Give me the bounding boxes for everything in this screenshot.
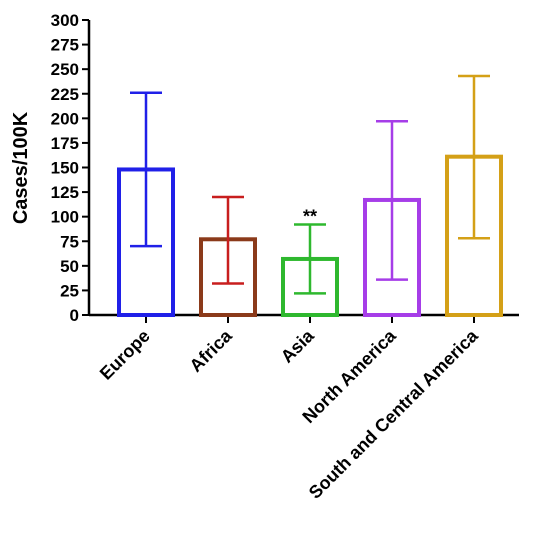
y-tick-label: 150: [51, 159, 79, 178]
y-tick-label: 175: [51, 134, 79, 153]
y-tick-label: 100: [51, 208, 79, 227]
y-tick-label: 25: [60, 281, 79, 300]
y-tick-label: 50: [60, 257, 79, 276]
error-bars: [130, 74, 490, 295]
y-tick-label: 0: [70, 306, 79, 325]
y-axis-title: Cases/100K: [10, 111, 32, 224]
x-tick-label: South and Central America: [305, 325, 483, 503]
annotations: **: [303, 207, 317, 227]
y-tick-label: 225: [51, 85, 79, 104]
y-tick-label: 250: [51, 60, 79, 79]
significance-marker: **: [303, 207, 317, 227]
y-tick-label: 200: [51, 109, 79, 128]
x-tick-label: Europe: [96, 326, 154, 384]
y-tick-label: 75: [60, 232, 79, 251]
y-tick-label: 125: [51, 183, 79, 202]
y-tick-label: 300: [51, 11, 79, 30]
x-tick-label: Asia: [277, 325, 319, 367]
y-axis: 0 25 50 75 100 125 150 175 200 225 250 275 300: [51, 11, 91, 325]
x-tick-label: Africa: [186, 325, 237, 376]
y-tick-label: 275: [51, 36, 79, 55]
